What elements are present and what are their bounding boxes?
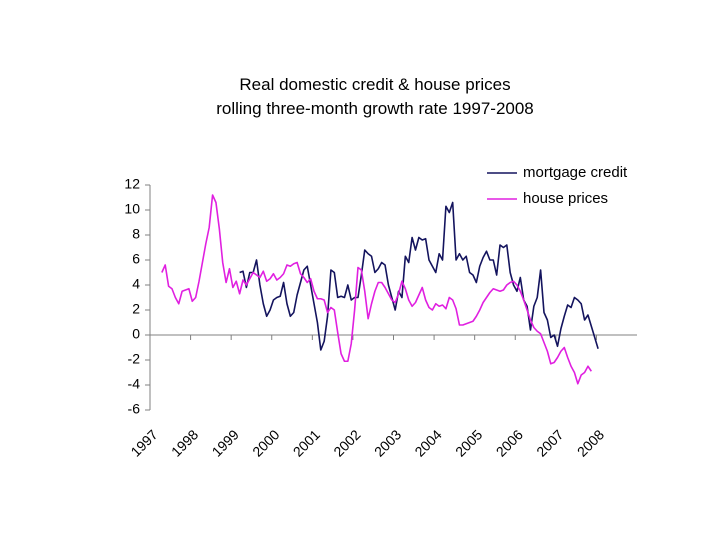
x-tick-label: 2002 [330,426,363,459]
y-tick-label: 6 [132,251,140,267]
x-tick-label: 2008 [574,426,607,459]
x-tick-label: 2001 [290,426,323,459]
y-tick-label: -6 [128,401,141,417]
legend-label: mortgage credit [523,164,628,181]
x-tick-label: 1998 [168,426,201,459]
y-tick-label: 8 [132,226,140,242]
y-tick-label: 10 [124,201,140,217]
x-tick-label: 2006 [493,426,526,459]
x-tick-label: 2003 [371,426,404,459]
x-tick-label: 2007 [533,426,566,459]
legend-label: house prices [523,190,608,207]
y-tick-label: 4 [132,276,140,292]
x-tick-label: 1999 [209,426,242,459]
y-tick-label: 2 [132,301,140,317]
chart-title: Real domestic credit & house prices [239,75,510,94]
series-line [239,201,599,351]
x-tick-label: 2004 [411,426,444,459]
chart-subtitle: rolling three-month growth rate 1997-200… [216,99,534,118]
x-tick-label: 2005 [452,426,485,459]
y-tick-label: 12 [124,176,140,192]
x-tick-label: 1997 [127,426,160,459]
y-tick-label: -4 [128,376,141,392]
series-line [161,194,593,385]
y-tick-label: -2 [128,351,141,367]
y-tick-label: 0 [132,326,140,342]
x-tick-label: 2000 [249,426,282,459]
